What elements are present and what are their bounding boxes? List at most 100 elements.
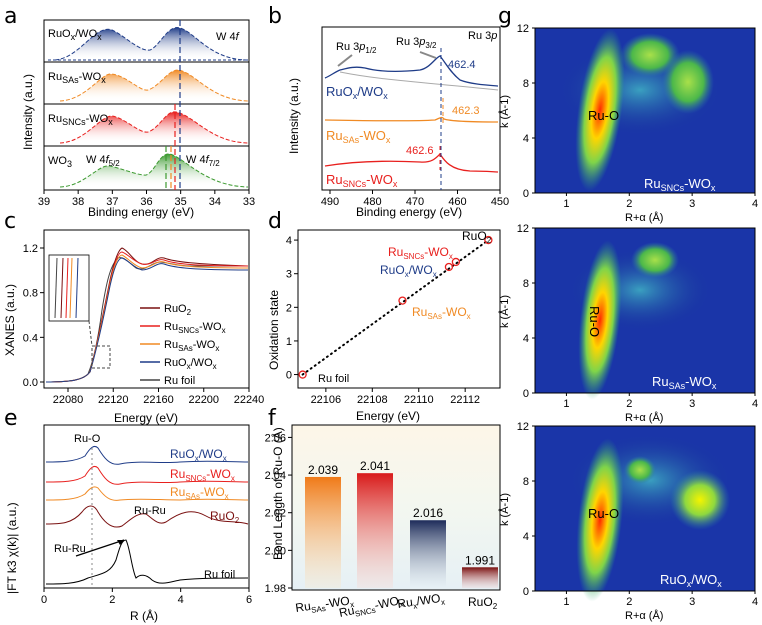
panel-b-sas-line [324, 116, 499, 123]
panel-e-ruo2-line [45, 505, 249, 528]
panel-a-xtick-label-5: 34 [209, 196, 221, 208]
panel-d-label-snc: RuSNCs-WOx [388, 245, 453, 261]
panel-g-map2-xtick-label-0: 1 [563, 596, 569, 608]
panel-a-tag: W 4f [216, 31, 240, 43]
panel-c-frame [43, 229, 250, 389]
panel-a-label-snc: RuSNCs-WOx [48, 113, 113, 127]
panel-g-map0-xtick-label-1: 2 [626, 198, 632, 210]
panel-d-label-ruo2: RuO2 [462, 229, 492, 245]
panel-c-inset-line-5 [75, 257, 79, 319]
panel-e-label-ruo2: RuO2 [210, 509, 240, 525]
panel-c-ytick-label-0: 0.0 [23, 377, 38, 389]
panel-g-map1-ytick-label-0: 0 [523, 388, 529, 400]
panel-b-ruox-line [324, 55, 499, 87]
panel-g-map-snc-label: Ru-O [588, 108, 619, 123]
panel-f-ytick-label-2: 2.02 [265, 508, 286, 520]
panel-a-xtick-label-6: 33 [243, 196, 255, 208]
panel-a-sas-fill [60, 70, 248, 101]
panel-f-ytick-label-1: 2.00 [265, 545, 286, 557]
panel-b-ylabel: Intensity (a.u.) [287, 78, 301, 154]
panel-f: 2.039 2.041 2.016 1.991 Bond Length of Ru-O… [265, 424, 501, 622]
panel-d-points [298, 235, 493, 379]
panel-c-xtick-label-1: 22120 [98, 394, 129, 406]
panel-c-yticks: 0.0 0.4 0.8 1.2 [23, 243, 44, 389]
panel-letter-e: e [4, 406, 18, 431]
panel-b-arrow-1 [337, 54, 353, 67]
panel-c-ytick-label-1: 0.4 [23, 332, 38, 344]
panel-letter-d: d [268, 209, 282, 234]
panel-g-map0-xlabel: R+α (Å) [625, 211, 663, 224]
panel-f-bar-2 [410, 520, 446, 588]
panel-g: Ru-O RuSNCs-WOx Ru-O RuSAs-WOx Ru-O RuOx… [498, 23, 758, 622]
panel-g-map0-xtick-label-2: 3 [689, 198, 695, 210]
panel-b-peak-label-ruox: 462.4 [448, 59, 476, 71]
panel-e-label-snc: RuSNCs-WOx [170, 467, 235, 483]
panel-d-point-2 [444, 262, 454, 272]
panel-d-xlabel: Energy (eV) [356, 409, 420, 423]
panel-g-map1-ytick-label-3: 12 [517, 223, 529, 235]
panel-e-ann-ruru-1: Ru-Ru [134, 505, 166, 517]
panel-c-xtick-label-3: 22200 [188, 394, 219, 406]
panel-f-ylabel: Bond Length of Ru-O (Å) [270, 427, 285, 560]
panel-d-ytick-label-4: 4 [286, 235, 292, 247]
panel-d-xticks: 22106 22108 22110 22112 [311, 388, 480, 406]
panel-g-map2-ytick-label-2: 8 [523, 476, 529, 488]
panel-g-map2-xtick-label-3: 4 [752, 596, 758, 608]
panel-a-xtick-label-3: 36 [140, 196, 152, 208]
panel-c-inset-line-2 [60, 257, 64, 319]
panel-e-rufoil-line [45, 539, 249, 585]
panel-f-ytick-label-3: 2.04 [265, 470, 286, 482]
panel-c-inset-line-4 [69, 257, 73, 319]
panel-b-xticks: 490 480 470 460 450 [321, 190, 509, 208]
panel-b-peak-label-snc: 462.6 [406, 145, 434, 157]
panel-c-ruox-line [45, 257, 249, 383]
panel-d-xtick-label-3: 22112 [450, 394, 480, 406]
panel-d-xtick-label-2: 22110 [404, 394, 434, 406]
panel-c-legend-snc: RuSNCs-WOx [164, 321, 226, 335]
panel-g-map0-ytick-label-0: 0 [523, 188, 529, 200]
panel-g-map2-xlabel: R+α (Å) [625, 609, 663, 622]
panel-d-ylabel: Oxidation state [267, 290, 281, 370]
panel-g-map-sas-name: RuSAs-WOx [652, 374, 717, 391]
panel-d-ytick-label-1: 1 [286, 336, 292, 348]
panel-letter-b: b [268, 4, 282, 29]
panel-c-zoom-connector [88, 320, 93, 347]
panel-g-map0-ytick-label-2: 8 [523, 78, 529, 90]
panel-d-frame [297, 229, 501, 389]
panel-c-legend-ruox: RuOx/WOx [164, 357, 217, 371]
panel-d-label-sas: RuSAs-WOx [412, 305, 471, 321]
panel-d-fit-line [301, 239, 490, 376]
panel-e: Ru-O Ru-Ru Ru-Ru RuOx/WOx RuSNCs-WOx RuS… [5, 424, 252, 623]
panel-d-point-0 [298, 370, 307, 379]
panel-d-label-ruox: RuOx/WOx [380, 263, 437, 279]
panel-a-ylabel: Intensity (a.u.) [21, 74, 35, 150]
panel-e-xtick-label-0: 0 [41, 594, 47, 606]
panel-b-xtick-label-3: 460 [448, 196, 466, 208]
panel-g-map2-ytick-label-0: 0 [523, 586, 529, 598]
panel-a: RuOx/WOx RuSAs-WOx RuSNCs-WOx WO3 W 4f W… [21, 19, 255, 219]
panel-c: RuO2 RuSNCs-WOx RuSAs-WOx RuOx/WOx Ru fo… [3, 229, 264, 425]
panel-d-point-4 [484, 235, 493, 245]
panel-d-yticks: 0 1 2 3 4 [286, 235, 298, 382]
panel-f-bar-1 [357, 473, 393, 588]
panel-a-label-wo3: WO3 [48, 155, 72, 169]
panel-d-ytick-label-0: 0 [286, 370, 292, 382]
panel-d-ytick-label-3: 3 [286, 269, 292, 281]
panel-e-ylabel: |FT k3 χ(k)| (a.u.) [5, 502, 19, 594]
panel-a-label-sas: RuSAs-WOx [48, 71, 106, 85]
panel-e-xtick-label-2: 4 [178, 594, 184, 606]
panel-f-bar-0 [305, 476, 341, 588]
panel-b-xtick-label-4: 450 [491, 196, 509, 208]
panel-c-xtick-label-0: 22080 [53, 394, 84, 406]
panel-f-yticks: 1.98 2.00 2.02 2.04 2.06 [265, 432, 292, 595]
panel-letter-g: g [498, 4, 512, 29]
panel-c-zoom-box [91, 345, 111, 369]
panel-a-ruox-fill [55, 27, 248, 61]
panel-g-map-sas: Ru-O RuSAs-WOx [534, 227, 756, 400]
panel-c-ytick-label-3: 1.2 [23, 243, 38, 255]
panel-c-xtick-label-2: 22160 [143, 394, 174, 406]
panel-f-bar-value-3: 1.991 [465, 553, 495, 567]
